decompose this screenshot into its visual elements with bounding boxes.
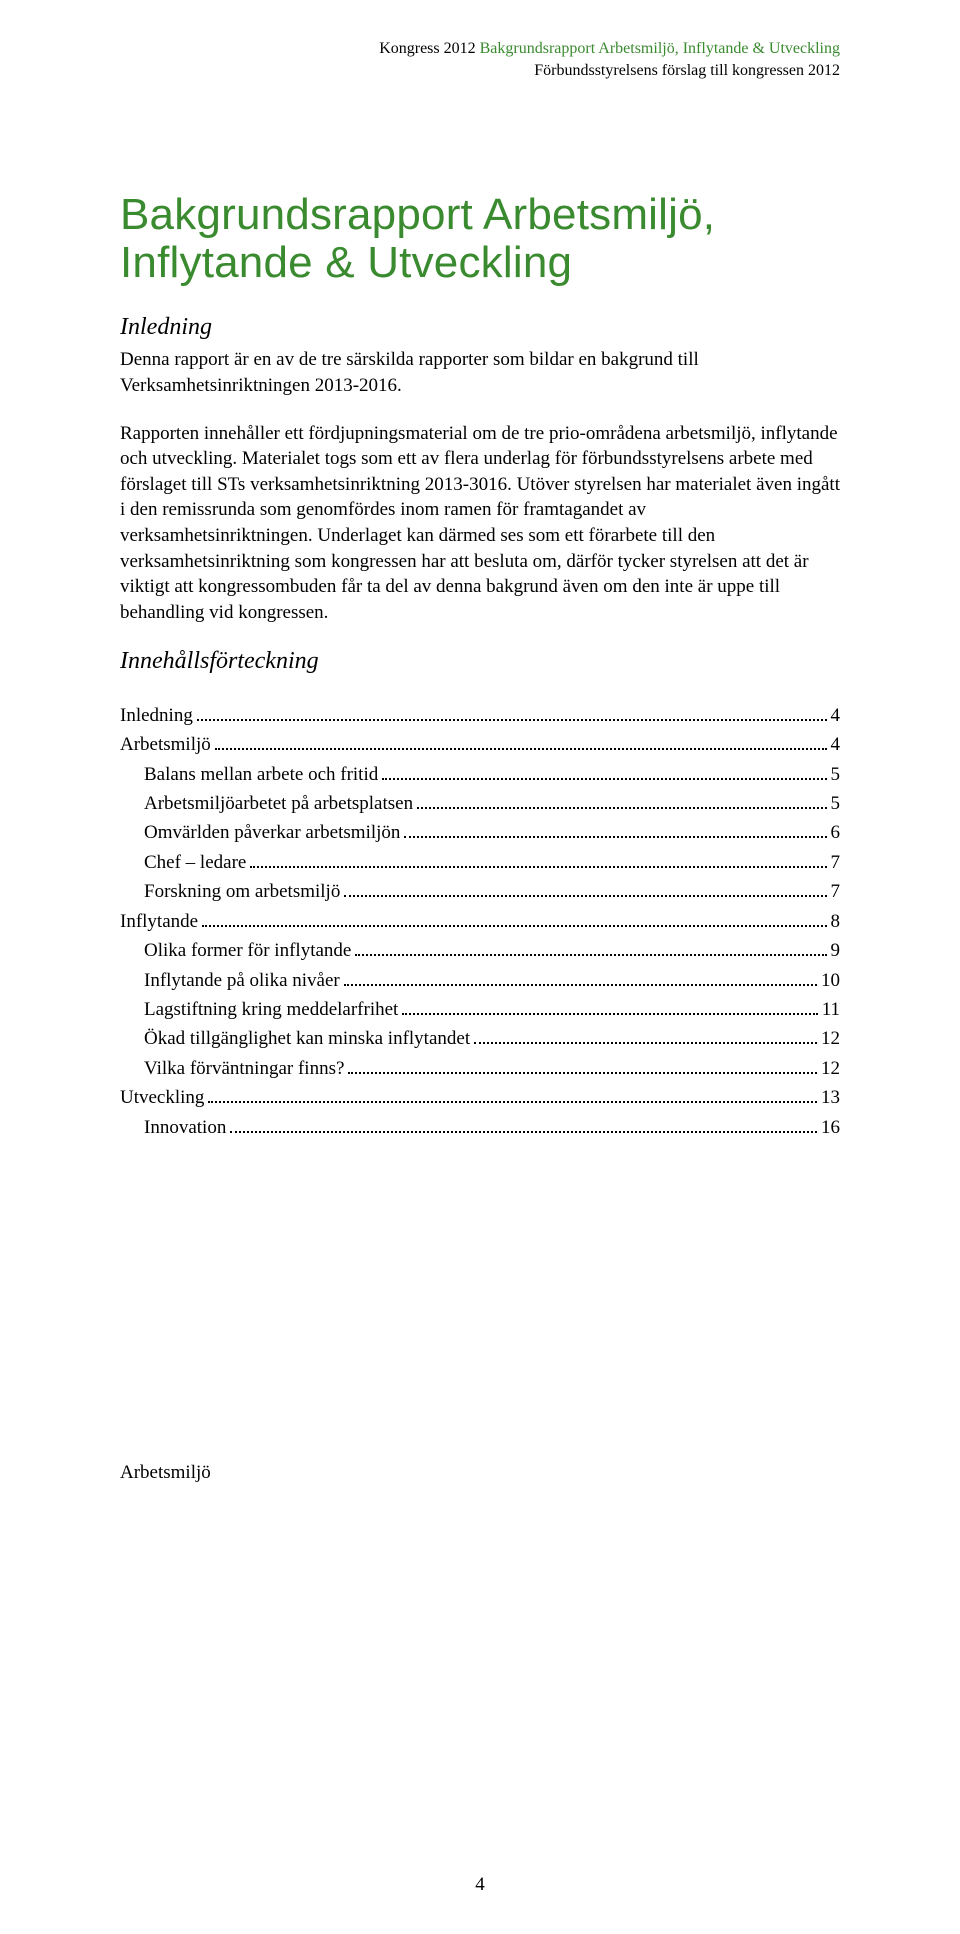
toc-page-number: 8 [831,907,841,936]
toc-leader-dots [474,1025,817,1044]
page-header: Kongress 2012 Bakgrundsrapport Arbetsmil… [120,38,840,81]
toc-leader-dots [404,819,826,838]
section-heading-arbetsmiljo: Arbetsmiljö [120,1462,840,1484]
toc-leader-dots [230,1114,817,1133]
toc-row: Arbetsmiljöarbetet på arbetsplatsen 5 [120,789,840,818]
toc-page-number: 4 [831,701,841,730]
toc-leader-dots [197,702,827,721]
toc-leader-dots [417,790,826,809]
document-title: Bakgrundsrapport Arbetsmiljö, Inflytande… [120,191,840,286]
toc-page-number: 11 [822,995,840,1024]
toc-label: Lagstiftning kring meddelarfrihet [144,995,398,1024]
toc-label: Utveckling [120,1083,204,1112]
table-of-contents: Inledning 4Arbetsmiljö 4Balans mellan ar… [120,701,840,1143]
toc-page-number: 9 [831,936,841,965]
toc-label: Inflytande [120,907,198,936]
toc-row: Ökad tillgänglighet kan minska inflytand… [120,1024,840,1053]
toc-page-number: 4 [831,730,841,759]
toc-label: Chef – ledare [144,848,246,877]
toc-row: Vilka förväntningar finns? 12 [120,1054,840,1083]
toc-leader-dots [348,1055,817,1074]
toc-page-number: 6 [831,818,841,847]
toc-leader-dots [208,1084,817,1103]
toc-row: Inledning 4 [120,701,840,730]
toc-page-number: 5 [831,789,841,818]
toc-row: Inflytande 8 [120,907,840,936]
toc-label: Inflytande på olika nivåer [144,966,340,995]
toc-leader-dots [344,878,826,897]
toc-label: Forskning om arbetsmiljö [144,877,340,906]
toc-leader-dots [250,849,826,868]
toc-label: Vilka förväntningar finns? [144,1054,344,1083]
toc-page-number: 12 [821,1024,840,1053]
toc-page-number: 5 [831,760,841,789]
toc-leader-dots [402,996,817,1015]
page-number: 4 [0,1874,960,1896]
header-title-green: Bakgrundsrapport Arbetsmiljö, Inflytande… [480,40,840,57]
toc-page-number: 10 [821,966,840,995]
toc-row: Utveckling 13 [120,1083,840,1112]
toc-leader-dots [215,731,827,750]
toc-row: Chef – ledare 7 [120,848,840,877]
toc-row: Arbetsmiljö 4 [120,730,840,759]
toc-heading: Innehållsförteckning [120,648,840,675]
toc-label: Inledning [120,701,193,730]
toc-label: Innovation [144,1113,226,1142]
toc-leader-dots [344,966,817,985]
document-page: Kongress 2012 Bakgrundsrapport Arbetsmil… [0,0,960,1934]
toc-page-number: 16 [821,1113,840,1142]
toc-label: Omvärlden påverkar arbetsmiljön [144,818,400,847]
toc-page-number: 12 [821,1054,840,1083]
toc-label: Balans mellan arbete och fritid [144,760,378,789]
toc-page-number: 7 [831,877,841,906]
header-prefix: Kongress 2012 [379,40,479,57]
inledning-para-2: Rapporten innehåller ett fördjupningsmat… [120,421,840,626]
inledning-para-1: Denna rapport är en av de tre särskilda … [120,347,840,398]
toc-leader-dots [382,760,826,779]
header-line-2: Förbundsstyrelsens förslag till kongress… [120,60,840,82]
toc-row: Balans mellan arbete och fritid 5 [120,760,840,789]
toc-row: Olika former för inflytande 9 [120,936,840,965]
toc-row: Inflytande på olika nivåer 10 [120,966,840,995]
toc-row: Lagstiftning kring meddelarfrihet 11 [120,995,840,1024]
toc-label: Ökad tillgänglighet kan minska inflytand… [144,1024,470,1053]
toc-label: Arbetsmiljöarbetet på arbetsplatsen [144,789,413,818]
toc-page-number: 13 [821,1083,840,1112]
toc-row: Omvärlden påverkar arbetsmiljön 6 [120,818,840,847]
toc-label: Olika former för inflytande [144,936,351,965]
toc-leader-dots [202,908,826,927]
header-line-1: Kongress 2012 Bakgrundsrapport Arbetsmil… [120,38,840,60]
toc-page-number: 7 [831,848,841,877]
toc-leader-dots [355,937,826,956]
toc-label: Arbetsmiljö [120,730,211,759]
inledning-heading: Inledning [120,314,840,341]
toc-row: Forskning om arbetsmiljö 7 [120,877,840,906]
toc-row: Innovation 16 [120,1113,840,1142]
